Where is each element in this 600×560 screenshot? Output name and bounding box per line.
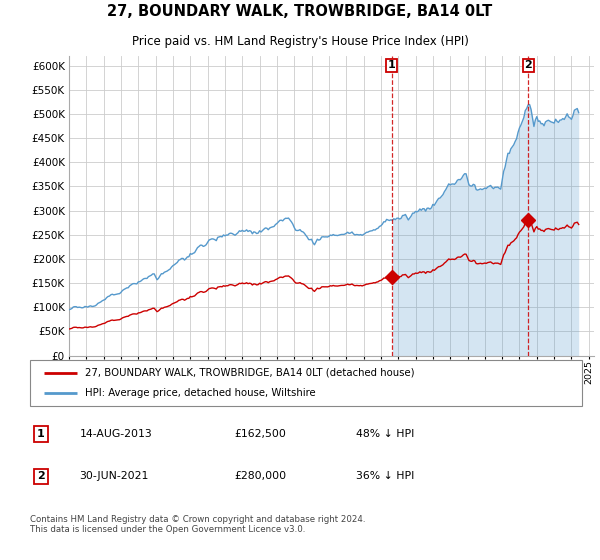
Text: HPI: Average price, detached house, Wiltshire: HPI: Average price, detached house, Wilt… <box>85 388 316 398</box>
Text: Price paid vs. HM Land Registry's House Price Index (HPI): Price paid vs. HM Land Registry's House … <box>131 35 469 48</box>
Text: 1: 1 <box>388 60 395 71</box>
Text: 27, BOUNDARY WALK, TROWBRIDGE, BA14 0LT: 27, BOUNDARY WALK, TROWBRIDGE, BA14 0LT <box>107 4 493 19</box>
Text: 2: 2 <box>524 60 532 71</box>
Text: £280,000: £280,000 <box>234 472 286 481</box>
Text: 14-AUG-2013: 14-AUG-2013 <box>80 429 152 439</box>
Text: 30-JUN-2021: 30-JUN-2021 <box>80 472 149 481</box>
Text: 48% ↓ HPI: 48% ↓ HPI <box>356 429 414 439</box>
Text: £162,500: £162,500 <box>234 429 286 439</box>
Text: 27, BOUNDARY WALK, TROWBRIDGE, BA14 0LT (detached house): 27, BOUNDARY WALK, TROWBRIDGE, BA14 0LT … <box>85 368 415 378</box>
Text: 36% ↓ HPI: 36% ↓ HPI <box>356 472 414 481</box>
FancyBboxPatch shape <box>30 360 582 406</box>
Text: Contains HM Land Registry data © Crown copyright and database right 2024.
This d: Contains HM Land Registry data © Crown c… <box>30 515 365 534</box>
Text: 1: 1 <box>37 429 45 439</box>
Text: 2: 2 <box>37 472 45 481</box>
